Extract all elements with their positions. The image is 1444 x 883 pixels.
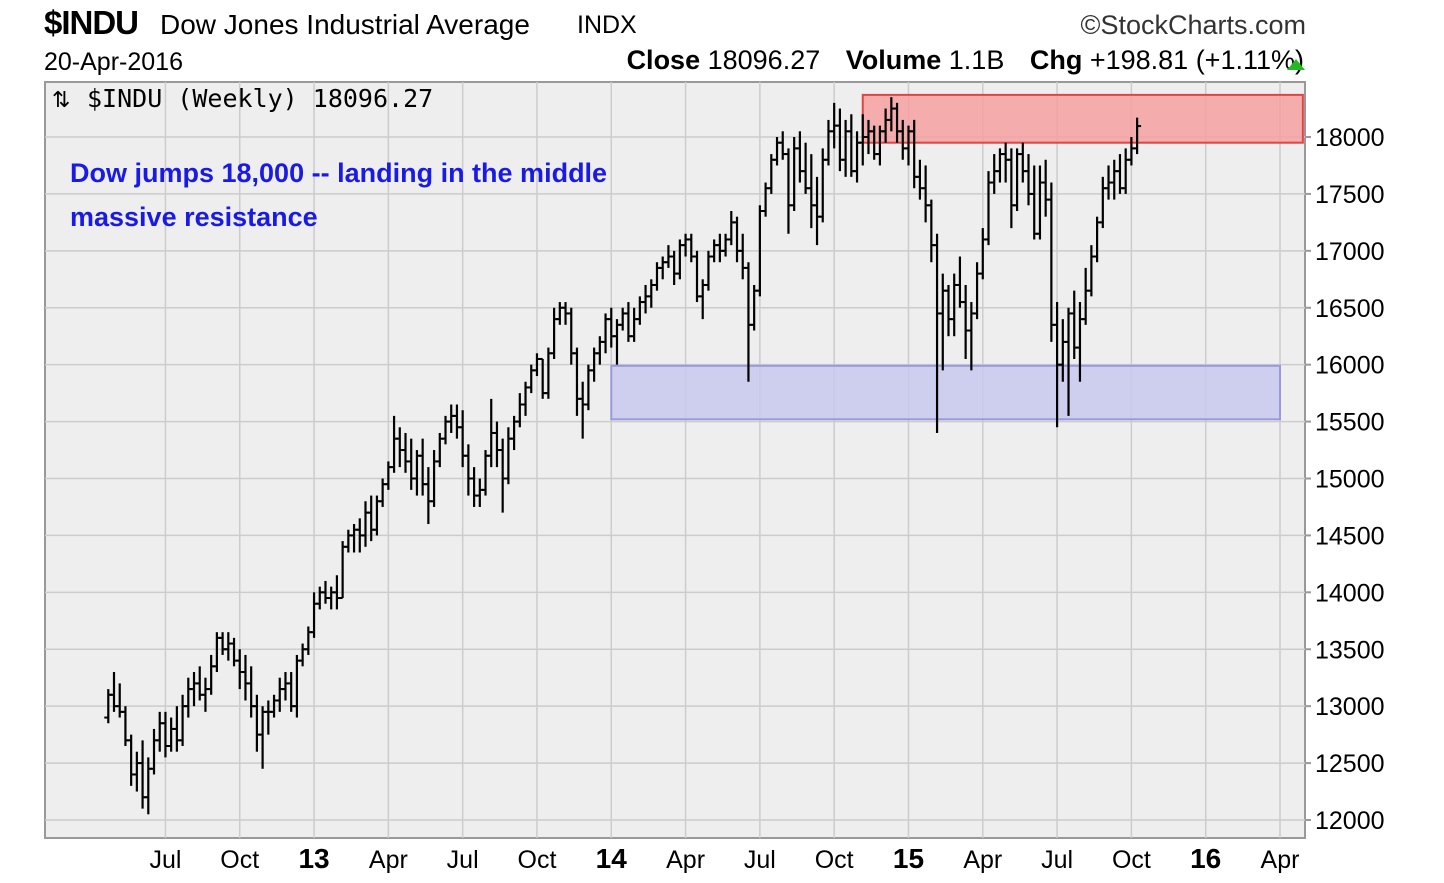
annotation-line-1: Dow jumps 18,000 -- landing in the middl… <box>70 158 607 188</box>
plot-area <box>44 81 1306 839</box>
x-tick-label: Oct <box>815 846 854 874</box>
y-tick-label: 17000 <box>1315 238 1385 266</box>
exchange: INDX <box>577 11 637 39</box>
up-arrow-icon <box>1287 59 1305 70</box>
y-tick-label: 13000 <box>1315 693 1385 721</box>
x-axis: Jul Oct 13 Apr Jul Oct 14 Apr Jul Oct 15 Apr Jul Oct 1… <box>149 843 1299 874</box>
security-name: Dow Jones Industrial Average <box>160 9 530 40</box>
close-label: Close <box>626 45 701 75</box>
legend: ⇅ $INDU (Weekly) 18096.27 <box>52 84 433 113</box>
y-tick-label: 12500 <box>1315 750 1385 778</box>
price-bars <box>104 97 1142 815</box>
annotation-line-2: massive resistance <box>70 202 318 232</box>
x-tick-label: Oct <box>518 846 557 874</box>
volume-label: Volume <box>845 45 942 75</box>
x-tick-label: 15 <box>893 843 924 874</box>
y-tick-label: 12000 <box>1315 807 1385 835</box>
x-tick-label: Oct <box>220 846 259 874</box>
symbol: $INDU <box>44 4 139 41</box>
x-tick-label: Apr <box>963 846 1002 874</box>
y-tick-label: 14500 <box>1315 522 1385 550</box>
y-tick-label: 16500 <box>1315 295 1385 323</box>
bar-chart-icon: ⇅ <box>52 88 70 113</box>
zone-support <box>610 364 1281 421</box>
chg-value: +198.81 (+1.11%) <box>1089 45 1304 75</box>
close-value: 18096.27 <box>707 45 821 75</box>
y-tick-label: 15500 <box>1315 409 1385 437</box>
y-tick-label: 17500 <box>1315 181 1385 209</box>
x-tick-label: 16 <box>1190 843 1221 874</box>
x-tick-label: Jul <box>1041 846 1073 874</box>
x-tick-label: Apr <box>1261 846 1300 874</box>
y-tick-label: 13500 <box>1315 636 1385 664</box>
gridlines <box>45 82 1305 838</box>
x-tick-label: 14 <box>596 843 628 874</box>
x-tick-label: 13 <box>298 843 329 874</box>
brand-label[interactable]: ©StockCharts.com <box>1080 10 1306 40</box>
legend-text: $INDU (Weekly) 18096.27 <box>87 84 433 113</box>
y-axis: 12000 12500 13000 13500 14000 14500 15000 15500… <box>1305 124 1385 835</box>
x-tick-label: Apr <box>369 846 408 874</box>
y-tick-label: 15000 <box>1315 466 1385 494</box>
zone-resistance <box>861 93 1304 144</box>
quote-summary: Close 18096.27 Volume 1.1B Chg +198.81 (… <box>627 45 1304 76</box>
zones <box>610 93 1304 421</box>
y-tick-label: 18000 <box>1315 124 1385 152</box>
volume-value: 1.1B <box>948 45 1005 75</box>
x-tick-label: Jul <box>149 846 181 874</box>
y-tick-label: 14000 <box>1315 579 1385 607</box>
x-tick-label: Apr <box>666 846 705 874</box>
x-tick-label: Oct <box>1112 846 1151 874</box>
x-tick-label: Jul <box>447 846 479 874</box>
quote-date: 20-Apr-2016 <box>44 48 183 76</box>
chg-label: Chg <box>1029 45 1083 75</box>
x-tick-label: Jul <box>744 846 776 874</box>
y-tick-label: 16000 <box>1315 352 1385 380</box>
